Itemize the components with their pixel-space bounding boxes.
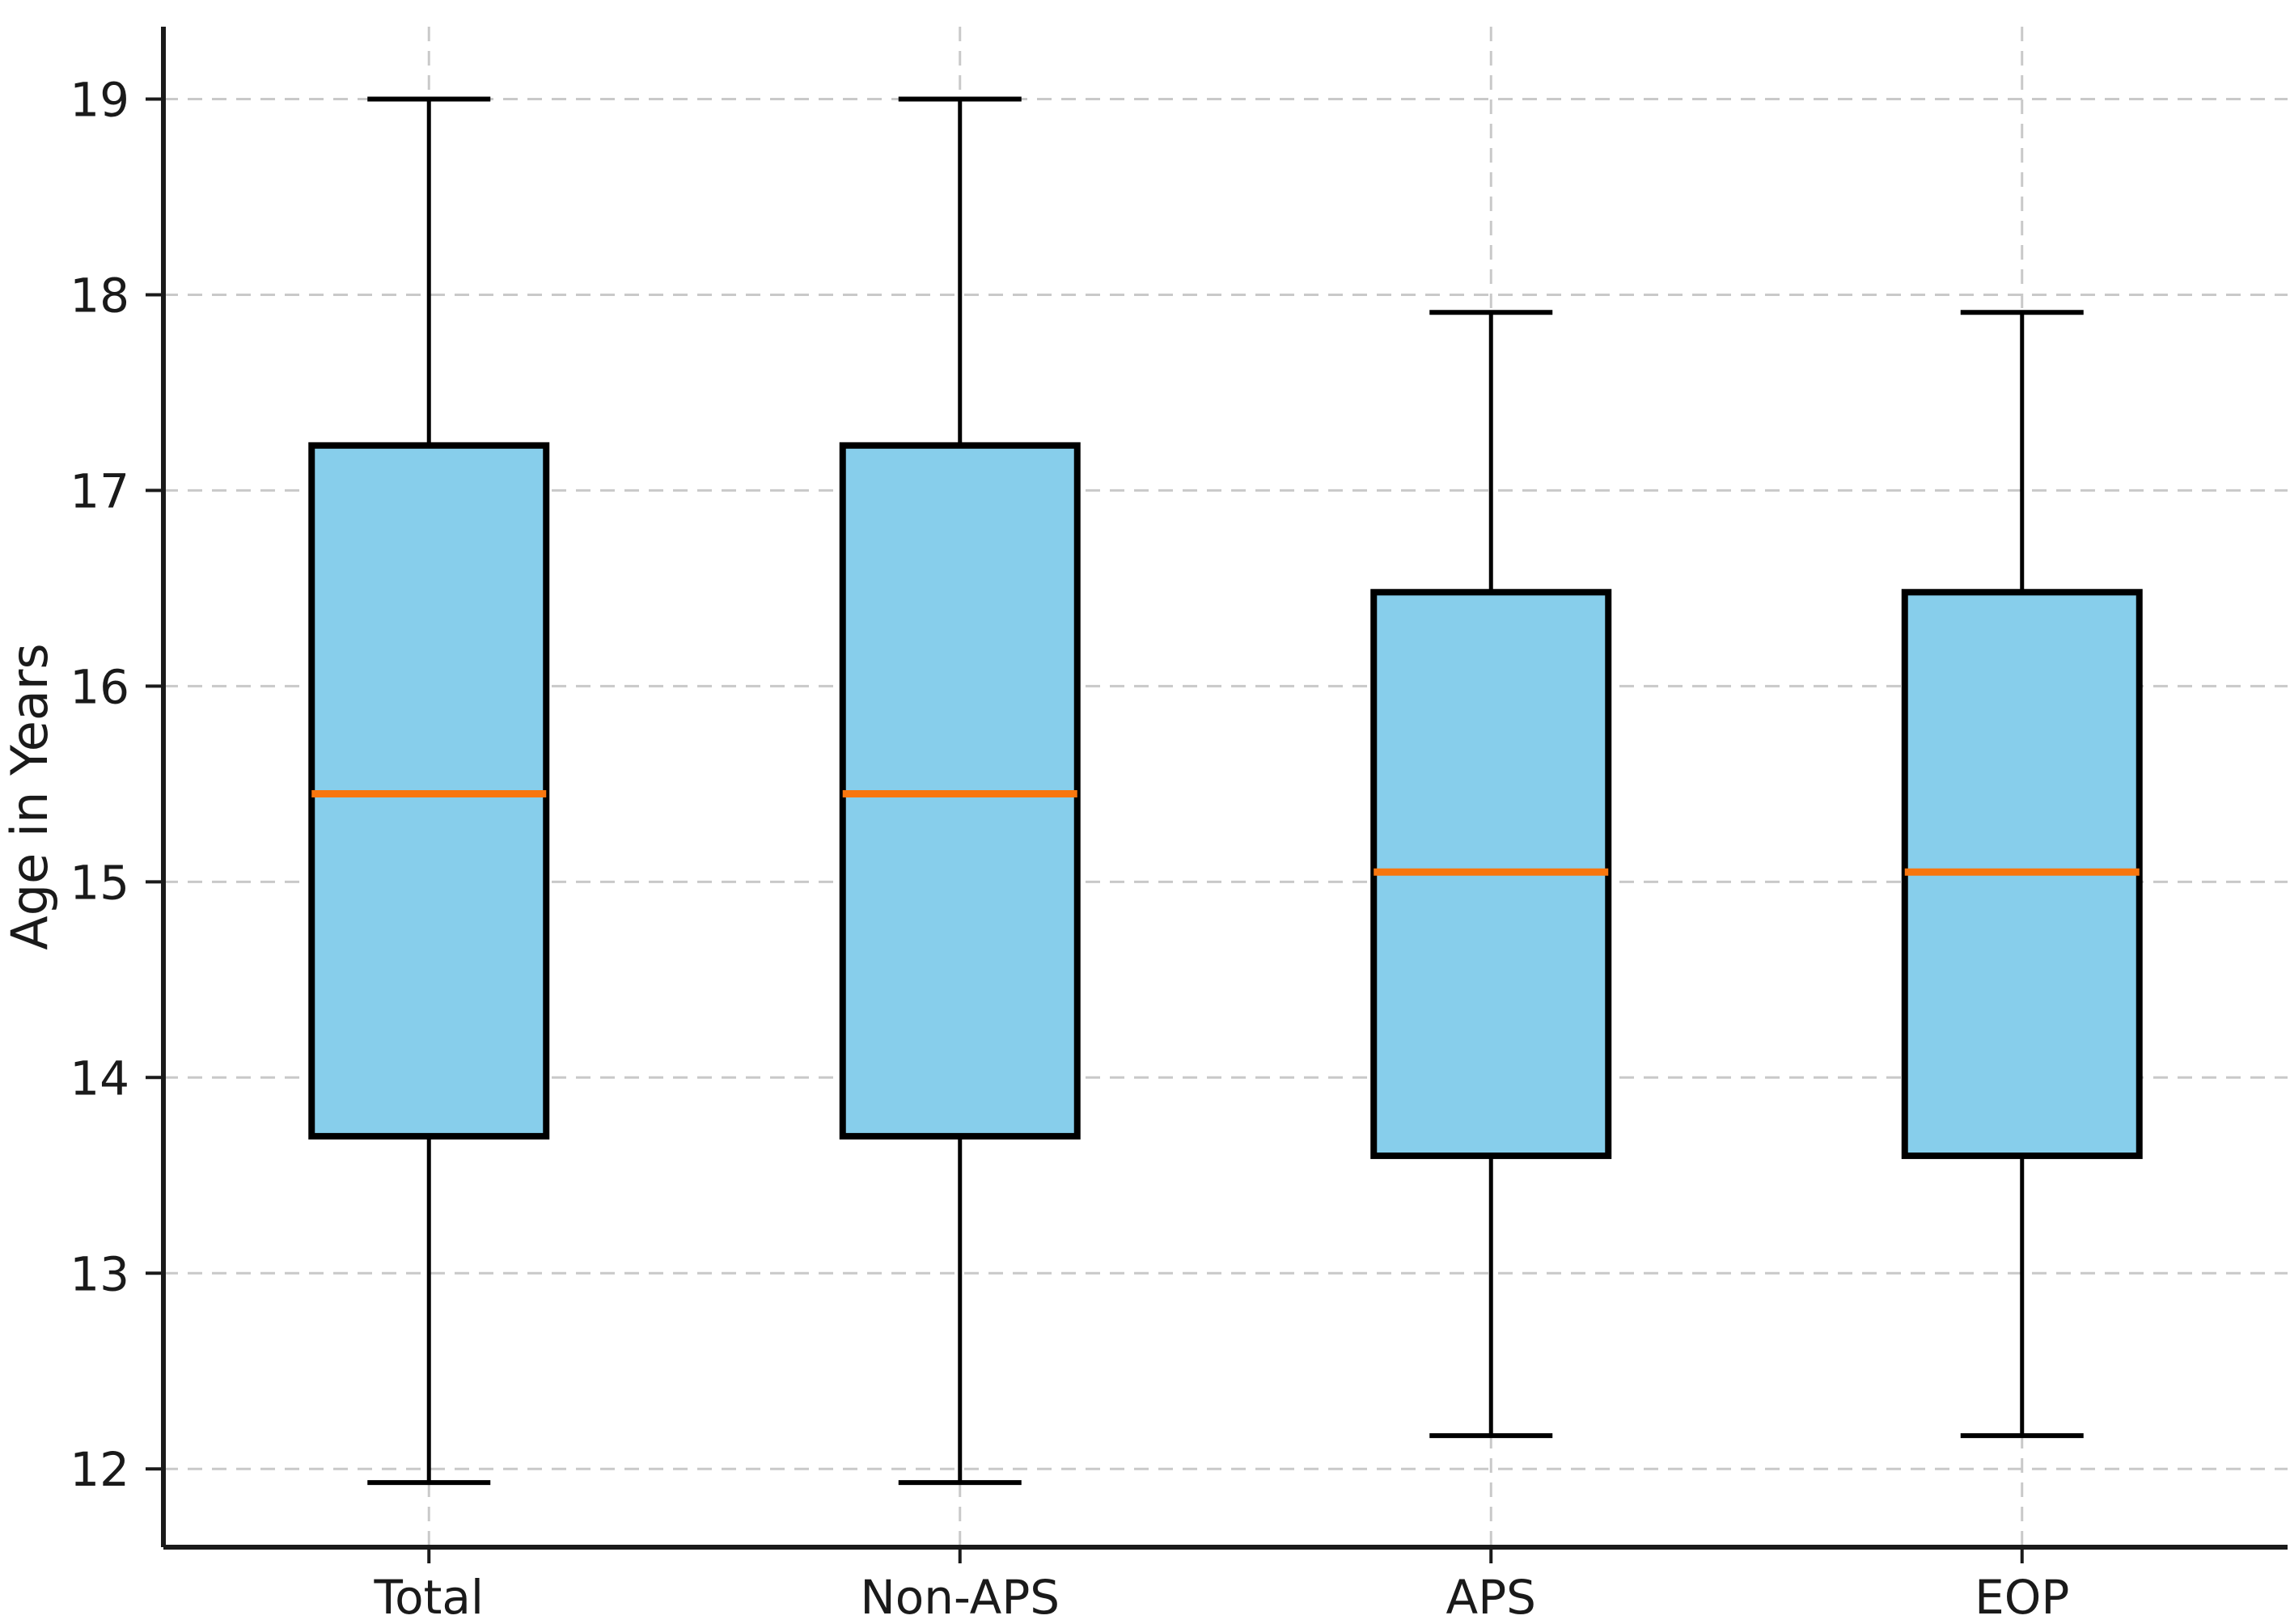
y-tick-label: 17 [70,463,129,518]
x-tick-label: EOP [1975,1570,2069,1624]
x-tick-label: Total [374,1570,484,1624]
box-group-non-aps [839,96,1081,1486]
y-tick-label: 15 [70,855,129,910]
y-tick-label: 16 [70,659,129,714]
y-axis-label: Age in Years [0,643,59,949]
y-tick-label: 19 [70,73,129,128]
box-group-aps [1370,310,1612,1439]
box-group-eop [1901,310,2143,1439]
x-tick-label: APS [1446,1570,1536,1624]
y-tick-label: 14 [70,1051,129,1106]
y-tick-label: 13 [70,1246,129,1301]
boxes-layer [308,96,2143,1486]
x-tick-label: Non-APS [860,1570,1060,1624]
box-group-total [308,96,550,1486]
y-tick-label: 18 [70,268,129,323]
axes-layer: 12 13 14 15 16 17 18 19 Total Non-APS APS EOP [70,27,2288,1624]
y-tick-label: 12 [70,1442,129,1497]
